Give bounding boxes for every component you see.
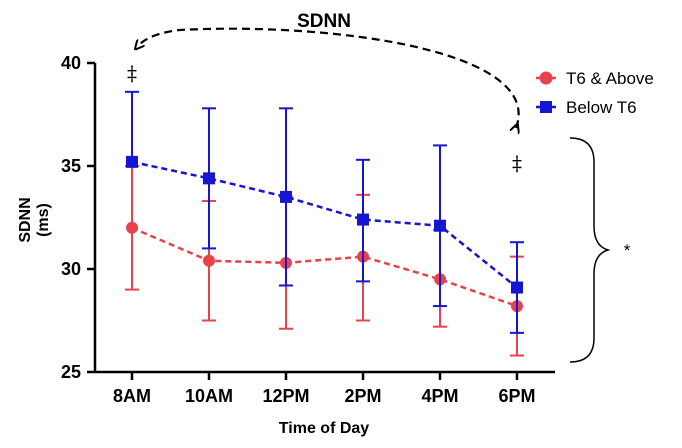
significance-brace xyxy=(569,137,611,363)
y-axis-label-line1: SDNN xyxy=(17,197,34,242)
x-tick-label: 4PM xyxy=(421,386,458,406)
significance-star: * xyxy=(624,241,631,260)
series-line xyxy=(131,226,518,308)
x-ticks: 8AM 10AM 12PM 2PM 4PM 6PM xyxy=(113,372,536,406)
legend-item-below-t6: Below T6 xyxy=(536,98,637,117)
data-point xyxy=(203,254,215,267)
x-tick-label: 12PM xyxy=(262,386,309,406)
series-t6-above xyxy=(125,165,524,357)
legend-label-t6-above: T6 & Above xyxy=(566,69,654,88)
data-point xyxy=(357,213,369,226)
y-tick-label: 35 xyxy=(61,156,81,176)
data-point xyxy=(126,221,138,234)
legend-marker-t6-above xyxy=(539,71,553,85)
legend: T6 & Above Below T6 xyxy=(536,69,654,117)
series-layer xyxy=(125,90,524,357)
double-dagger-8am: ‡ xyxy=(127,61,137,85)
y-tick-label: 30 xyxy=(61,259,81,279)
x-axis-label: Time of Day xyxy=(279,420,370,437)
series-below-t6 xyxy=(125,90,524,334)
double-dagger-6pm: ‡ xyxy=(512,151,522,175)
data-point xyxy=(203,172,215,185)
data-point xyxy=(434,219,446,232)
legend-marker-below-t6 xyxy=(540,101,552,113)
data-point xyxy=(511,281,523,294)
legend-item-t6-above: T6 & Above xyxy=(536,69,654,88)
data-point xyxy=(126,155,138,168)
x-tick-label: 10AM xyxy=(185,386,233,406)
data-point xyxy=(280,190,292,203)
legend-label-below-t6: Below T6 xyxy=(566,98,637,117)
comparison-arrow xyxy=(138,27,519,128)
y-ticks: 25 30 35 40 xyxy=(61,53,95,382)
x-tick-label: 2PM xyxy=(344,386,381,406)
x-tick-label: 6PM xyxy=(498,386,535,406)
y-tick-label: 40 xyxy=(61,53,81,73)
y-axis-label: SDNN (ms) xyxy=(17,197,52,242)
x-tick-label: 8AM xyxy=(113,386,151,406)
chart-title: SDNN xyxy=(297,11,351,32)
y-tick-label: 25 xyxy=(61,362,81,382)
series-line xyxy=(131,160,518,289)
y-axis-label-line2: (ms) xyxy=(35,203,52,237)
